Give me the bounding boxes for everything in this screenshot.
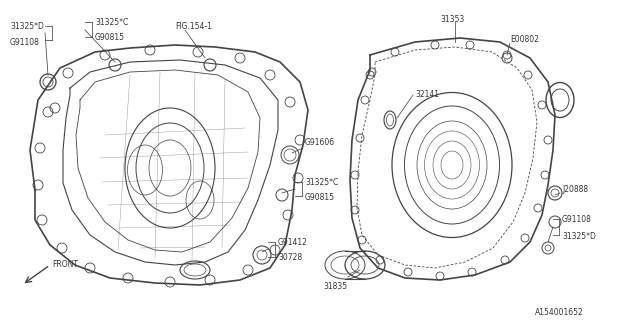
Text: A154001652: A154001652 (535, 308, 584, 317)
Text: FIG.154-1: FIG.154-1 (175, 22, 212, 31)
Text: 30728: 30728 (278, 253, 302, 262)
Text: J20888: J20888 (562, 185, 588, 194)
Text: G91108: G91108 (10, 38, 40, 47)
Text: G91108: G91108 (562, 215, 592, 224)
Text: G91412: G91412 (278, 238, 308, 247)
Text: 31325*C: 31325*C (95, 18, 128, 27)
Text: G90815: G90815 (95, 33, 125, 42)
Text: 31325*D: 31325*D (562, 232, 596, 241)
Text: G91606: G91606 (305, 138, 335, 147)
Text: G90815: G90815 (305, 193, 335, 202)
Text: 31325*C: 31325*C (305, 178, 339, 187)
Text: E00802: E00802 (510, 35, 539, 44)
Text: 31353: 31353 (440, 15, 464, 24)
Text: 31835: 31835 (323, 282, 347, 291)
Text: 31325*D: 31325*D (10, 22, 44, 31)
Text: 32141: 32141 (415, 90, 439, 99)
Text: FRONT: FRONT (52, 260, 78, 269)
